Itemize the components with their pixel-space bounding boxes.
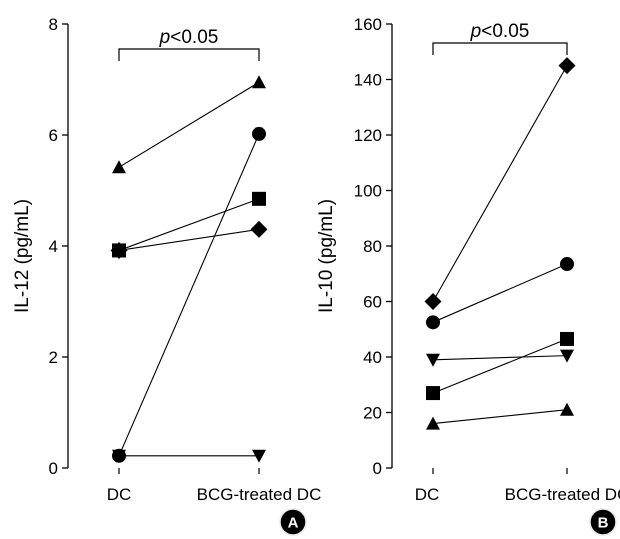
panel-b-x-category-bcg-treated-dc: BCG-treated DC [505, 485, 620, 504]
panel-a-series-triangle-up [112, 75, 266, 174]
panel-a-point-dc-triangle-down [112, 449, 126, 463]
panel-b-axes [391, 24, 568, 474]
panel-b-y-tick-label: 60 [363, 293, 382, 312]
panel-b-point-bcg-triangle-up [560, 402, 574, 416]
panel-b-series-line [432, 409, 568, 425]
panel-a-point-bcg-circle [252, 126, 266, 141]
panel-b-y-tick-label: 0 [373, 459, 382, 478]
panel-b-y-tick-label: 20 [363, 404, 382, 423]
panel-a-series-line [118, 198, 260, 251]
panel-a-series-diamond [110, 220, 268, 259]
panel-a-point-bcg-triangle-up [252, 75, 266, 89]
panel-b-p-value-annotation: p<0.05 [470, 21, 530, 42]
panel-b-series-triangle-up [426, 402, 574, 430]
panel-a-badge-label: A [288, 515, 299, 532]
panel-b-y-tick-label: 120 [354, 126, 382, 145]
panel-a-significance-bracket [118, 48, 260, 61]
panel-a-y-tick-label: 2 [49, 348, 58, 367]
panel-a-point-bcg-square [252, 191, 266, 206]
panel-b-series [424, 57, 576, 430]
panel-b-y-tick-label: 40 [363, 348, 382, 367]
panel-b-point-dc-circle [426, 315, 440, 330]
panel-a-y-tick-label: 8 [49, 15, 58, 34]
panel-b-bracket-line [432, 42, 568, 55]
panel-b-y-tick-label: 100 [354, 182, 382, 201]
panel-a-y-ticks: 0 2 4 6 8 [49, 15, 68, 478]
panel-a-y-axis-label: IL-12 (pg/mL) [12, 199, 33, 313]
panel-a-p-symbol: p [159, 27, 171, 48]
panel-b-badge-circle [589, 508, 617, 536]
panel-b-point-dc-diamond [424, 293, 442, 310]
panel-a-y-tick-label: 6 [49, 126, 58, 145]
panel-b-chart: 0 20 40 60 80 100 120 140 160 IL-10 (pg/mL) DC B… [316, 15, 620, 536]
panel-b-y-tick-label: 140 [354, 71, 382, 90]
panel-b-series-diamond [424, 57, 576, 310]
panel-a-x-category-bcg-treated-dc: BCG-treated DC [197, 485, 322, 504]
panel-a-point-dc-diamond [110, 241, 128, 259]
panel-a-badge: A [279, 508, 307, 536]
panel-a-x-categories: DC BCG-treated DC [107, 485, 322, 504]
panel-a-series-circle [112, 126, 266, 463]
panel-a-series-triangle-down [112, 449, 266, 463]
panel-b-p-threshold: <0.05 [481, 21, 529, 42]
panel-a-series-line [118, 228, 260, 251]
panel-b-point-bcg-square [560, 331, 574, 346]
panel-a-point-bcg-triangle-down [252, 449, 266, 463]
panel-b-p-symbol: p [470, 21, 482, 42]
panel-a-x-category-dc: DC [107, 485, 132, 504]
panel-b-significance-bracket [432, 42, 568, 55]
panel-b-badge-label: B [598, 515, 609, 532]
panel-a-axes [67, 24, 260, 474]
panel-a-chart: 0 2 4 6 8 IL-12 (pg/mL) DC BCG-treated DC p<… [12, 15, 322, 536]
panel-b-x-category-dc: DC [415, 485, 440, 504]
panel-b-point-dc-triangle-down [426, 353, 440, 367]
panel-a-point-bcg-diamond [250, 220, 268, 238]
panel-a-y-tick-label: 0 [49, 459, 58, 478]
panel-b-series-line [432, 65, 568, 302]
panel-b-point-bcg-diamond [558, 57, 576, 75]
panel-a-series-line [118, 133, 260, 457]
panel-b-point-bcg-triangle-down [560, 349, 574, 363]
panel-b-point-bcg-circle [560, 257, 574, 272]
panel-a-badge-circle [279, 508, 307, 536]
panel-b-series-line [432, 338, 568, 394]
panel-b-series-square [426, 331, 574, 401]
panel-b-y-ticks: 0 20 40 60 80 100 120 140 160 [354, 15, 392, 478]
panel-a-bracket-line [118, 48, 260, 61]
panel-a-series-line [118, 81, 260, 168]
panel-b-point-dc-square [426, 386, 440, 401]
panel-b-series-triangle-down [426, 349, 574, 367]
panel-b-series-line [432, 263, 568, 323]
panel-b-series-line [432, 355, 568, 361]
panel-b-badge: B [589, 508, 617, 536]
panel-a-y-tick-label: 4 [49, 237, 58, 256]
panel-b-y-axis-label: IL-10 (pg/mL) [316, 199, 337, 313]
panel-b-series-circle [426, 257, 574, 330]
panel-a-point-dc-triangle-up [112, 160, 126, 174]
panel-b-y-tick-label: 80 [363, 237, 382, 256]
panel-a-series [110, 75, 268, 463]
panel-b-x-categories: DC BCG-treated DC [415, 485, 620, 504]
panel-a-p-value-annotation: p<0.05 [159, 27, 219, 48]
panel-b-point-dc-triangle-up [426, 416, 440, 430]
panel-b-y-tick-label: 160 [354, 15, 382, 34]
panel-a-p-threshold: <0.05 [170, 27, 218, 48]
